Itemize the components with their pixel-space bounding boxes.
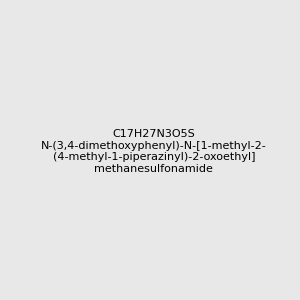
Text: C17H27N3O5S
N-(3,4-dimethoxyphenyl)-N-[1-methyl-2-
(4-methyl-1-piperazinyl)-2-ox: C17H27N3O5S N-(3,4-dimethoxyphenyl)-N-[1… — [41, 129, 267, 174]
